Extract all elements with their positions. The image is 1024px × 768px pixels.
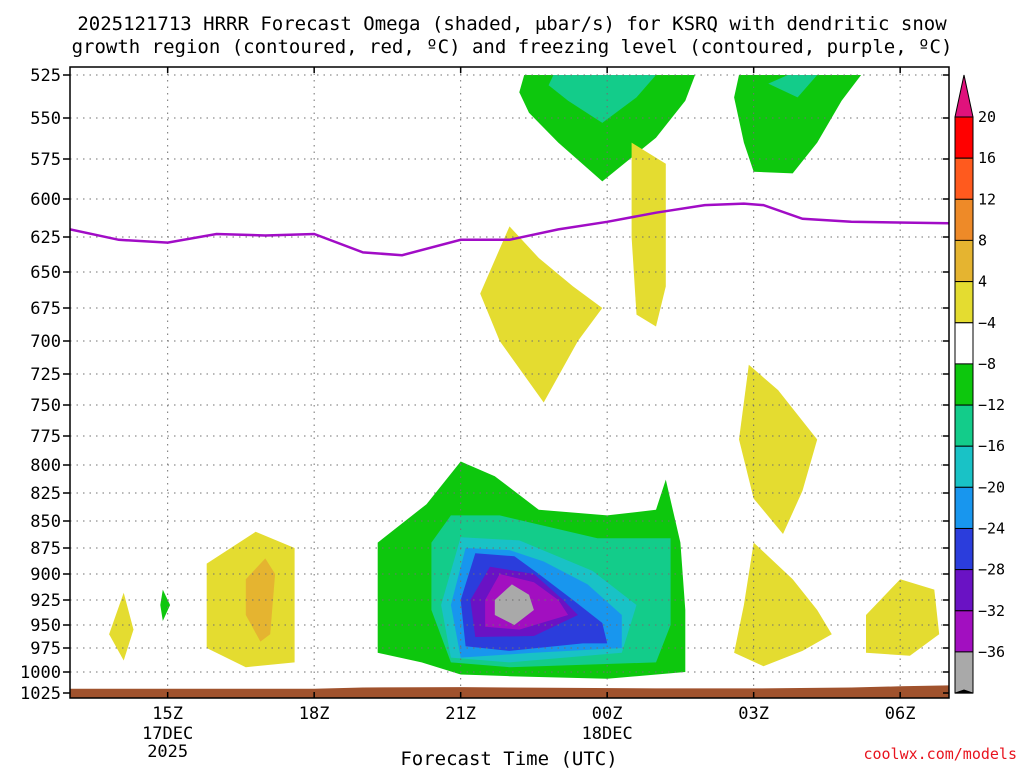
freezing-level-contour — [70, 202, 949, 257]
colorbar-swatch-4 — [954, 281, 974, 324]
credit-text: coolwx.com/models — [863, 745, 1017, 763]
colorbar-label-6: −8 — [978, 355, 996, 373]
x-axis-label: Forecast Time (UTC) — [400, 748, 617, 768]
colorbar-swatch-7 — [954, 404, 974, 447]
ytick-label-875: 875 — [30, 539, 61, 559]
xtick-label-18Z: 18Z — [299, 704, 330, 724]
colorbar-label-1: 16 — [978, 149, 996, 167]
colorbar-swatch-5 — [954, 322, 974, 365]
gridlines — [70, 67, 949, 698]
xtick-date-00Z: 18DEC — [582, 724, 633, 744]
ytick-label-525: 525 — [30, 66, 61, 86]
ytick-label-825: 825 — [30, 484, 61, 504]
ytick-label-675: 675 — [30, 299, 61, 319]
colorbar-swatch-2 — [954, 198, 974, 241]
omega-shading — [109, 75, 940, 679]
omega-colorbar: 20 16 12 8 4 −4 −8 −12 −16 −20 −24 −28 −32 −36 — [954, 74, 1005, 694]
colorbar-label-7: −12 — [978, 396, 1005, 414]
ytick-label-950: 950 — [30, 616, 61, 636]
ytick-label-625: 625 — [30, 228, 61, 248]
colorbar-label-13: −36 — [978, 643, 1005, 661]
omega-region-9 — [109, 592, 134, 661]
colorbar-top-arrow — [954, 74, 974, 118]
omega-region-10 — [160, 589, 171, 621]
ytick-label-550: 550 — [30, 109, 61, 129]
xtick-label-03Z: 03Z — [738, 704, 769, 724]
colorbar-label-2: 12 — [978, 190, 996, 208]
ytick-label-975: 975 — [30, 639, 61, 659]
ytick-label-1000: 1000 — [20, 663, 61, 683]
colorbar-swatch-11 — [954, 569, 974, 612]
colorbar-label-8: −16 — [978, 437, 1005, 455]
colorbar-bottom-arrow — [954, 689, 974, 694]
y-axis-pressure-levels: 525 550 575 600 625 650 675 700 725 750 775 800 825 8… — [20, 66, 949, 704]
ytick-label-725: 725 — [30, 365, 61, 385]
ytick-label-650: 650 — [30, 263, 61, 283]
xtick-year-15Z: 2025 — [147, 742, 188, 762]
omega-region-12 — [245, 558, 276, 642]
omega-region-8 — [866, 579, 940, 656]
ytick-label-850: 850 — [30, 512, 61, 532]
ytick-label-900: 900 — [30, 565, 61, 585]
colorbar-swatch-12 — [954, 610, 974, 653]
colorbar-label-12: −32 — [978, 602, 1005, 620]
omega-region-20 — [494, 584, 534, 625]
omega-region-7 — [734, 542, 832, 667]
colorbar-label-5: −4 — [978, 314, 996, 332]
ytick-label-925: 925 — [30, 591, 61, 611]
colorbar-swatch-8 — [954, 445, 974, 488]
xtick-label-06Z: 06Z — [885, 704, 916, 724]
xtick-label-15Z: 15Z — [152, 704, 183, 724]
colorbar-label-4: 4 — [978, 273, 987, 291]
omega-region-0 — [519, 75, 696, 182]
freezing-level-line — [70, 202, 949, 257]
ytick-label-750: 750 — [30, 396, 61, 416]
colorbar-swatch-13 — [954, 651, 974, 694]
omega-region-3 — [768, 75, 818, 98]
omega-region-5 — [480, 226, 603, 403]
colorbar-swatch-9 — [954, 486, 974, 529]
omega-region-2 — [734, 75, 862, 174]
colorbar-label-10: −24 — [978, 520, 1005, 538]
xtick-label-00Z: 00Z — [592, 704, 623, 724]
colorbar-label-9: −20 — [978, 478, 1005, 496]
ytick-label-775: 775 — [30, 427, 61, 447]
ytick-label-600: 600 — [30, 190, 61, 210]
ytick-label-800: 800 — [30, 456, 61, 476]
omega-region-1 — [548, 75, 656, 123]
omega-region-4 — [631, 142, 666, 327]
omega-region-6 — [739, 364, 818, 534]
xtick-label-21Z: 21Z — [445, 704, 476, 724]
colorbar-swatch-6 — [954, 363, 974, 406]
title-line-1: 2025121713 HRRR Forecast Omega (shaded, … — [77, 13, 947, 35]
colorbar-swatch-0 — [954, 116, 974, 159]
xtick-date-15Z: 17DEC — [142, 724, 193, 744]
ytick-label-1025: 1025 — [20, 684, 61, 704]
ytick-label-700: 700 — [30, 332, 61, 352]
colorbar-swatch-1 — [954, 157, 974, 200]
colorbar-swatch-10 — [954, 528, 974, 571]
ground-surface — [70, 685, 949, 698]
colorbar-label-11: −28 — [978, 561, 1005, 579]
colorbar-swatch-3 — [954, 239, 974, 283]
plot-frame — [69, 66, 950, 699]
ground-fill — [70, 685, 949, 698]
colorbar-label-0: 20 — [978, 108, 996, 126]
title-line-2: growth region (contoured, red, ºC) and f… — [72, 36, 953, 58]
ytick-label-575: 575 — [30, 150, 61, 170]
colorbar-label-3: 8 — [978, 231, 987, 249]
